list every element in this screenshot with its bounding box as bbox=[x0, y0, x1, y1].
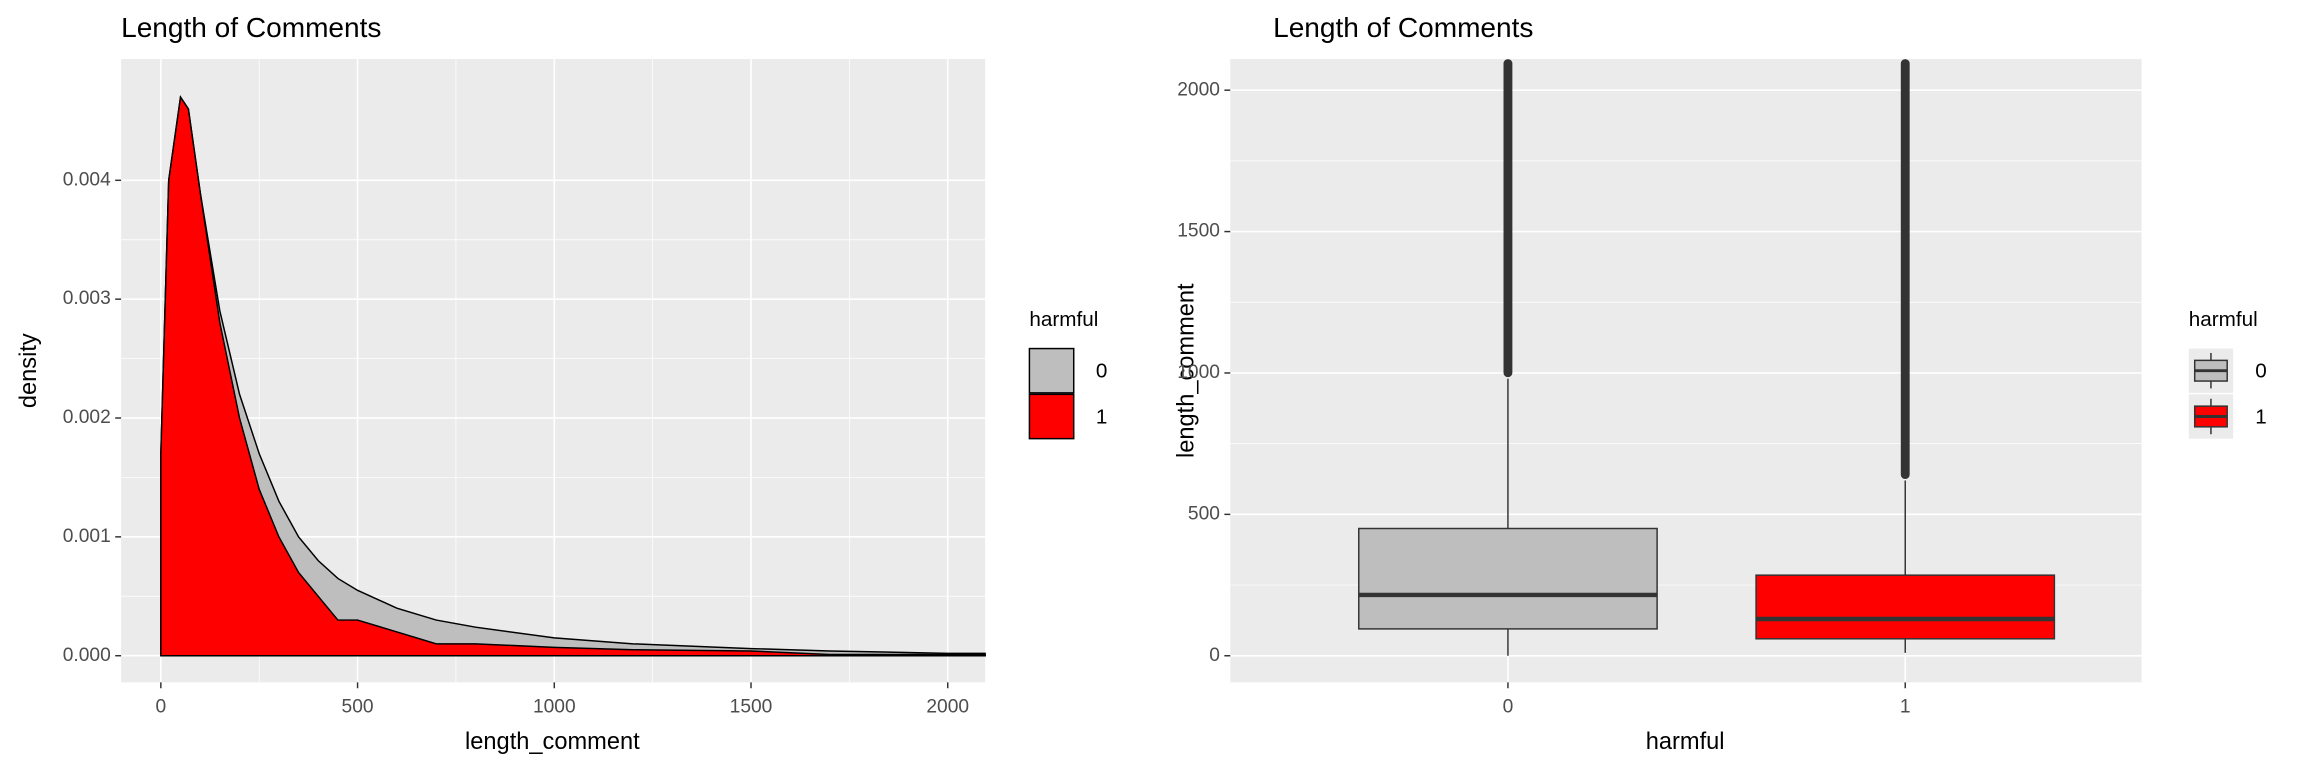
y-tick-label: 0 bbox=[1209, 645, 1220, 666]
x-tick-label: 1500 bbox=[730, 697, 773, 718]
y-tick-label: 0.003 bbox=[63, 288, 111, 309]
y-tick-label: 2000 bbox=[1177, 79, 1220, 100]
x-tick-label: 1000 bbox=[533, 697, 576, 718]
legend-label: 1 bbox=[1096, 405, 1108, 428]
outliers bbox=[1503, 59, 1513, 378]
x-axis-title: harmful bbox=[1646, 729, 1725, 755]
x-tick-label: 500 bbox=[342, 697, 374, 718]
legend-label: 0 bbox=[2255, 360, 2267, 383]
legend-key bbox=[1028, 393, 1075, 440]
outliers bbox=[1900, 59, 1910, 480]
x-tick-label: 2000 bbox=[926, 697, 969, 718]
x-tick-label: 1 bbox=[1900, 697, 1911, 718]
y-tick-label: 0.004 bbox=[63, 169, 111, 190]
y-tick-label: 1000 bbox=[1177, 362, 1220, 383]
x-axis-title: length_comment bbox=[465, 729, 640, 755]
legend-label: 0 bbox=[1096, 360, 1108, 383]
legend-title: harmful bbox=[2189, 308, 2258, 331]
chart-title: Length of Comments bbox=[121, 12, 381, 43]
legend-label: 1 bbox=[2255, 405, 2267, 428]
x-tick-label: 0 bbox=[1503, 697, 1514, 718]
legend-title: harmful bbox=[1029, 308, 1098, 331]
legend-key bbox=[1028, 347, 1075, 394]
box bbox=[1755, 574, 2056, 640]
x-tick-label: 0 bbox=[156, 697, 167, 718]
y-axis-title: length_comment bbox=[1174, 283, 1200, 458]
chart-title: Length of Comments bbox=[1273, 12, 1533, 43]
y-tick-label: 1500 bbox=[1177, 221, 1220, 242]
y-tick-label: 500 bbox=[1188, 503, 1220, 524]
box bbox=[1358, 527, 1658, 630]
density-area bbox=[160, 95, 986, 657]
y-axis-title: density bbox=[16, 333, 42, 408]
y-tick-label: 0.002 bbox=[63, 407, 111, 428]
y-tick-label: 0.001 bbox=[63, 526, 111, 547]
y-tick-label: 0.000 bbox=[63, 645, 111, 666]
